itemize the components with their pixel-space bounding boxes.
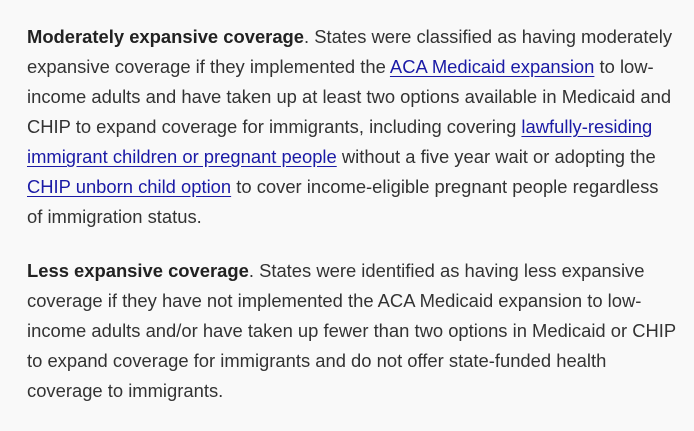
heading-moderately-expansive: Moderately expansive coverage	[27, 26, 305, 47]
article-body: Moderately expansive coverage. States we…	[27, 22, 677, 406]
text-segment: . States were classified as having moder…	[27, 26, 673, 77]
paragraph-moderately-expansive: Moderately expansive coverage. States we…	[27, 22, 677, 232]
link-chip-unborn-child-option[interactable]: CHIP unborn child option	[27, 176, 232, 197]
text-segment: without a five year wait or adopting the	[336, 146, 656, 167]
text-segment: to cover income-eligible pregnant people…	[27, 176, 659, 227]
paragraph-less-expansive: Less expansive coverage. States were ide…	[27, 256, 677, 406]
text-segment: to low-income adults and have taken up a…	[27, 56, 672, 137]
heading-less-expansive: Less expansive coverage	[27, 260, 249, 281]
link-lawfully-residing-immigrants[interactable]: lawfully-residing immigrant children or …	[27, 116, 653, 167]
link-aca-medicaid-expansion[interactable]: ACA Medicaid expansion	[389, 56, 595, 77]
text-segment: . States were identified as having less …	[27, 260, 676, 401]
